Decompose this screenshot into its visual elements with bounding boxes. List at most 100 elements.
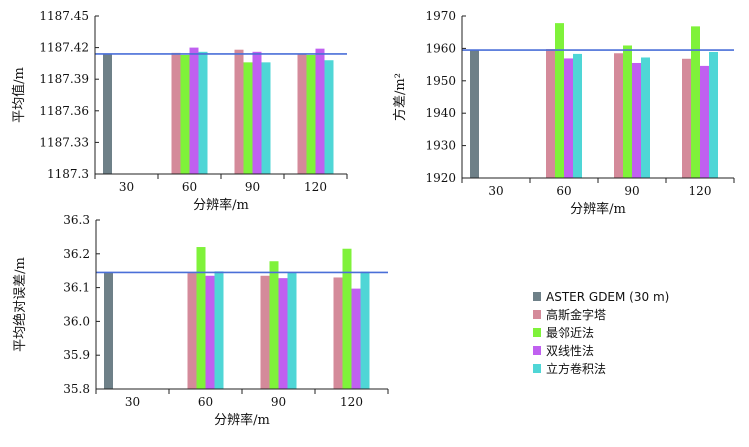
y-axis-label: 方差/m²	[392, 73, 408, 121]
y-tick-label: 1970	[425, 9, 456, 23]
bar	[555, 23, 564, 178]
bar	[682, 58, 691, 178]
chart-mae-y-tick-labels: 35.8 35.9 36.0 36.1 36.2 36.3	[63, 213, 90, 396]
chart-mean-bars	[103, 47, 334, 175]
bar	[189, 47, 199, 174]
x-axis-label: 分辨率/m	[214, 412, 270, 428]
x-tick-label: 30	[488, 184, 503, 198]
chart-variance-tick-marks	[461, 15, 735, 183]
x-tick-label: 90	[624, 184, 639, 198]
bar	[297, 53, 307, 174]
chart-variance-bars	[470, 23, 718, 179]
bar	[614, 53, 623, 179]
legend-item: 最邻近法	[533, 326, 594, 340]
x-tick-label: 120	[340, 395, 363, 409]
bar	[564, 58, 573, 178]
chart-mae-bars	[104, 247, 370, 389]
bar	[252, 51, 262, 174]
bar	[103, 53, 112, 174]
x-axis-label: 分辨率/m	[570, 201, 626, 217]
bar	[260, 275, 270, 389]
bar	[205, 275, 215, 389]
bar	[287, 272, 297, 389]
y-tick-label: 36.3	[63, 213, 90, 227]
bar	[269, 261, 279, 389]
chart-mae-x-tick-labels: 30 60 90 120	[125, 395, 363, 409]
chart-variance-y-tick-labels: 1920 1930 1940 1950 1960 1970	[425, 9, 456, 185]
bar	[243, 62, 253, 175]
bar	[324, 60, 334, 174]
bar	[171, 52, 181, 174]
x-tick-label: 90	[245, 180, 260, 194]
bar	[709, 51, 718, 178]
legend-label: 双线性法	[546, 344, 594, 358]
bar	[623, 45, 632, 178]
y-tick-label: 1187.45	[39, 9, 89, 23]
chart-mean-y-tick-labels: 1187.3 1187.33 1187.36 1187.39 1187.42 1…	[39, 9, 89, 181]
y-tick-label: 1187.39	[39, 72, 89, 86]
bar	[180, 54, 190, 175]
legend-label: ASTER GDEM (30 m)	[546, 290, 669, 304]
bar	[187, 273, 197, 389]
bar	[196, 247, 206, 389]
y-tick-label: 36.2	[63, 247, 90, 261]
chart-variance-axes	[461, 16, 734, 179]
legend-swatch	[533, 292, 541, 301]
bar	[470, 50, 479, 178]
bar	[360, 271, 370, 389]
legend-swatch	[533, 346, 541, 355]
legend-label: 高斯金字塔	[546, 307, 606, 322]
y-tick-label: 1187.3	[47, 167, 89, 181]
bar	[546, 49, 555, 178]
y-tick-label: 36.1	[63, 281, 90, 295]
x-tick-label: 30	[125, 395, 140, 409]
y-tick-label: 1920	[425, 171, 456, 185]
bar	[351, 288, 361, 389]
legend: ASTER GDEM (30 m) 高斯金字塔 最邻近法 双线性法 立方卷积法	[533, 290, 669, 376]
x-tick-label: 60	[556, 184, 571, 198]
y-tick-label: 1930	[425, 139, 456, 153]
bar	[198, 51, 208, 174]
chart-mae-axes	[95, 220, 388, 390]
legend-label: 最邻近法	[546, 326, 594, 340]
bar	[641, 57, 650, 178]
x-axis-label: 分辨率/m	[193, 197, 249, 213]
legend-swatch	[533, 364, 541, 373]
legend-item: 高斯金字塔	[533, 307, 606, 322]
x-tick-label: 90	[271, 395, 286, 409]
y-tick-label: 1940	[425, 106, 456, 120]
chart-mae: 35.8 35.9 36.0 36.1 36.2 36.3 30 60 90 1…	[12, 213, 389, 428]
legend-label: 立方卷积法	[546, 361, 606, 376]
legend-item: 立方卷积法	[533, 361, 606, 376]
bar	[278, 278, 288, 389]
x-tick-label: 60	[182, 180, 197, 194]
bar	[234, 49, 244, 174]
legend-swatch	[533, 328, 541, 337]
chart-mean-x-tick-labels: 30 60 90 120	[119, 180, 327, 194]
legend-item: 双线性法	[533, 344, 594, 358]
chart-mean-tick-marks	[94, 15, 348, 179]
y-axis-label: 平均绝对误差/m	[12, 257, 28, 352]
y-tick-label: 35.9	[63, 348, 90, 362]
y-tick-label: 1187.33	[39, 135, 89, 149]
y-tick-label: 1960	[425, 41, 456, 55]
bar	[104, 272, 113, 389]
x-tick-label: 120	[304, 180, 327, 194]
y-tick-label: 36.0	[63, 314, 90, 328]
legend-swatch	[533, 310, 541, 319]
x-tick-label: 60	[198, 395, 213, 409]
chart-mean-axes	[94, 16, 347, 175]
bar	[573, 53, 582, 178]
chart-mean: 1187.3 1187.33 1187.36 1187.39 1187.42 1…	[11, 9, 348, 213]
y-axis-label: 平均值/m	[11, 67, 27, 123]
bar	[214, 271, 224, 389]
bar	[342, 248, 352, 389]
bar	[315, 48, 325, 174]
y-tick-label: 1950	[425, 74, 456, 88]
legend-item: ASTER GDEM (30 m)	[533, 290, 669, 304]
y-tick-label: 1187.42	[39, 41, 89, 55]
y-tick-label: 35.8	[63, 382, 90, 396]
bar	[306, 54, 316, 175]
